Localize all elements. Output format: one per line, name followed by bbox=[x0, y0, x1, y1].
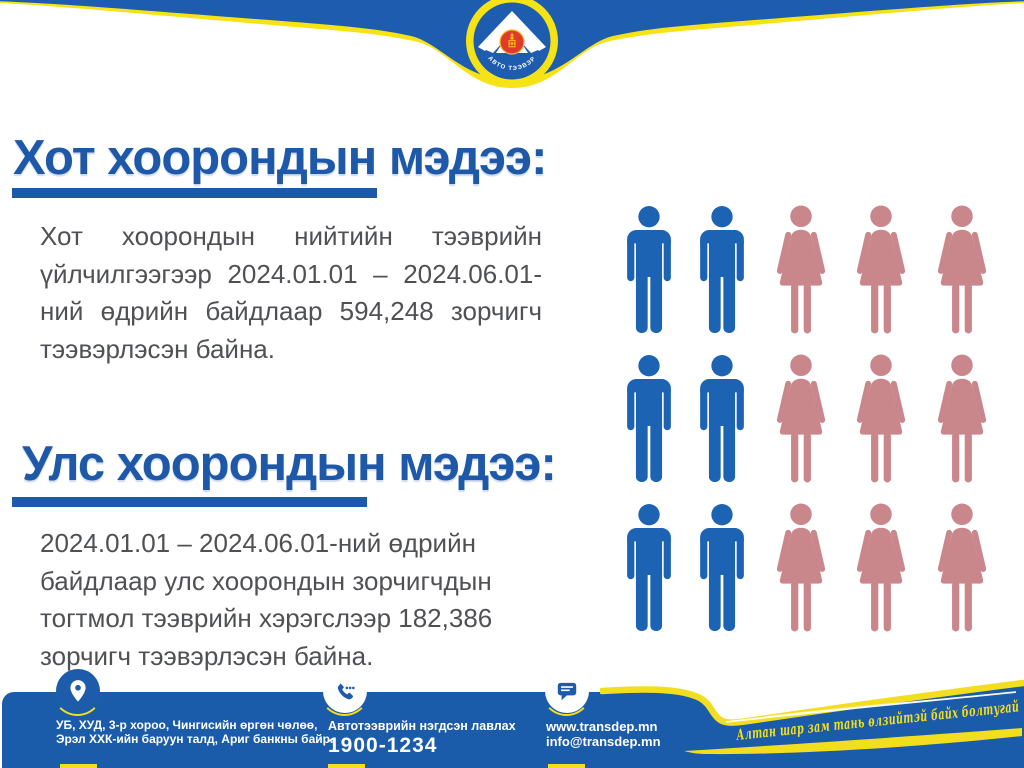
footer-ribbon: Алтан шар зам тань өлзийтэй байх болтуга… bbox=[600, 679, 1024, 768]
female-icon bbox=[856, 205, 906, 334]
body-text-line: байдлаар улс хоорондын зорчигчдын bbox=[40, 565, 492, 596]
yellow-tab bbox=[548, 764, 585, 768]
male-icon bbox=[700, 206, 744, 333]
email-address: info@transdep.mn bbox=[546, 734, 661, 749]
male-icon bbox=[627, 206, 671, 333]
hotline-number: 1900-1234 bbox=[328, 734, 438, 757]
body-text-line: тээвэрлэсэн байна. bbox=[40, 333, 275, 364]
male-icon bbox=[627, 504, 671, 631]
section-title-intercountry: Улс хоорондын мэдээ: bbox=[22, 437, 557, 491]
section-body-intercountry: 2024.01.01 – 2024.06.01-ний өдрийн байдла… bbox=[40, 525, 542, 675]
body-text-line: үйлчилгээгээр 2024.01.01 – 2024.06.01- bbox=[40, 258, 542, 289]
female-icon bbox=[776, 503, 826, 632]
yellow-tab bbox=[60, 764, 97, 768]
title-underline-intercountry bbox=[12, 497, 367, 507]
address-line-1: УБ, ХУД, 3-р хороо, Чингисийн өргөн чөлө… bbox=[56, 718, 318, 732]
soyombo-symbol bbox=[508, 32, 516, 48]
male-icon bbox=[700, 504, 744, 631]
footer-hotline: Автотээврийн нэгдсэн лавлах 1900-1234 bbox=[328, 719, 516, 758]
title-underline-city bbox=[12, 188, 377, 198]
body-text-line: Хот хоорондын нийтийн тээврийн bbox=[40, 221, 542, 251]
male-icon bbox=[700, 355, 744, 482]
phone-badge bbox=[323, 669, 367, 713]
logo: АВТО ТЭЭВЭР bbox=[466, 0, 558, 87]
female-icon bbox=[776, 354, 826, 483]
header-band: АВТО ТЭЭВЭР bbox=[0, 0, 1024, 88]
footer-web-contacts: www.transdep.mn info@transdep.mn bbox=[546, 719, 661, 749]
female-icon bbox=[937, 503, 987, 632]
footer-address: УБ, ХУД, 3-р хороо, Чингисийн өргөн чөлө… bbox=[56, 718, 334, 746]
location-badge bbox=[56, 669, 100, 713]
hotline-label: Автотээврийн нэгдсэн лавлах bbox=[328, 719, 516, 733]
yellow-tab bbox=[328, 764, 365, 768]
body-text-line: 2024.01.01 – 2024.06.01-ний өдрийн bbox=[40, 528, 476, 558]
section-body-city: Хот хоорондын нийтийн тээврийн үйлчилгээг… bbox=[40, 218, 542, 368]
male-icon bbox=[627, 355, 671, 482]
female-icon bbox=[776, 205, 826, 334]
female-icon bbox=[856, 354, 906, 483]
body-text-line: зорчигч тээвэрлэсэн байна. bbox=[40, 640, 374, 671]
phone-icon bbox=[337, 683, 355, 699]
female-icon bbox=[856, 503, 906, 632]
location-pin-icon bbox=[70, 680, 86, 702]
female-icon bbox=[937, 354, 987, 483]
female-icon bbox=[937, 205, 987, 334]
chat-bubble-icon bbox=[557, 682, 577, 701]
website-url: www.transdep.mn bbox=[546, 719, 658, 734]
soyombo-disc bbox=[499, 29, 525, 55]
chat-badge bbox=[545, 669, 589, 713]
body-text-line: ний өдрийн байдлаар 594,248 зорчигч bbox=[40, 296, 542, 326]
section-title-city: Хот хоорондын мэдээ: bbox=[13, 131, 547, 185]
address-line-2: Эрэл ХХК-ийн баруун талд, Ариг банкны ба… bbox=[56, 731, 334, 746]
body-text-line: тогтмол тээврийн хэрэгслээр 182,386 bbox=[40, 603, 493, 633]
